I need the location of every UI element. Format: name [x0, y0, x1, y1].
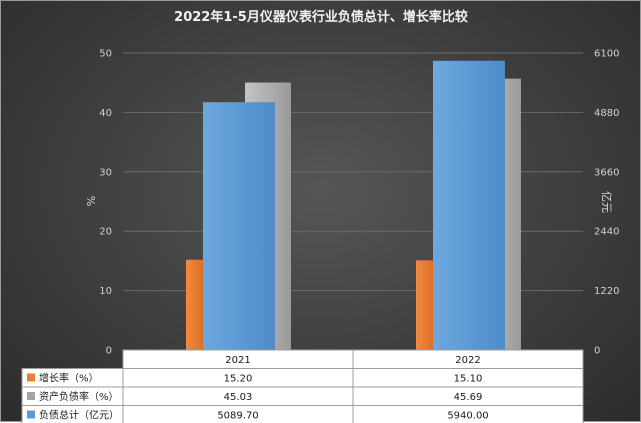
table-value: 5940.00: [447, 411, 488, 422]
bar-2-2022: [433, 61, 505, 350]
right-axis-title: 亿元: [600, 191, 613, 213]
left-tick-label: 40: [99, 108, 112, 119]
left-tick-label: 50: [99, 49, 112, 60]
right-tick-label: 3660: [594, 167, 619, 178]
table-value: 45.03: [224, 392, 253, 403]
legend-swatch: [27, 392, 35, 400]
left-tick-label: 20: [99, 227, 112, 238]
legend-swatch: [27, 374, 35, 382]
data-table: 2021 2022 增长率（%） 15.20 15.10 资产负债率（%） 45.03 45.…: [22, 350, 583, 423]
right-tick-label: 4880: [594, 108, 619, 119]
right-tick-label: 0: [594, 346, 600, 357]
left-tick-label: 10: [99, 286, 112, 297]
table-value: 45.69: [454, 392, 483, 403]
left-tick-label: 30: [99, 167, 112, 178]
right-tick-label: 2440: [594, 227, 619, 238]
table-category-label: 2022: [455, 355, 480, 366]
left-axis-title: %: [85, 196, 98, 206]
legend-label: 增长率（%）: [39, 372, 99, 385]
table-value: 15.20: [224, 374, 253, 385]
right-tick-label: 1220: [594, 286, 619, 297]
bar-2-2021: [203, 102, 275, 350]
bars: [186, 61, 521, 350]
left-axis-ticks: 0 10 20 30 40 50: [99, 49, 112, 357]
legend-label: 资产负债率（%）: [39, 390, 119, 403]
table-value: 15.10: [454, 374, 483, 385]
table-category-label: 2021: [225, 355, 250, 366]
legend-label: 负债总计（亿元）: [39, 409, 119, 422]
table-value: 5089.70: [217, 411, 258, 422]
left-tick-label: 0: [106, 346, 112, 357]
legend-swatch: [27, 411, 35, 419]
table-row: [22, 369, 583, 388]
chart-title: 2022年1-5月仪器仪表行业负债总计、增长率比较: [174, 9, 468, 25]
right-tick-label: 6100: [594, 49, 619, 60]
